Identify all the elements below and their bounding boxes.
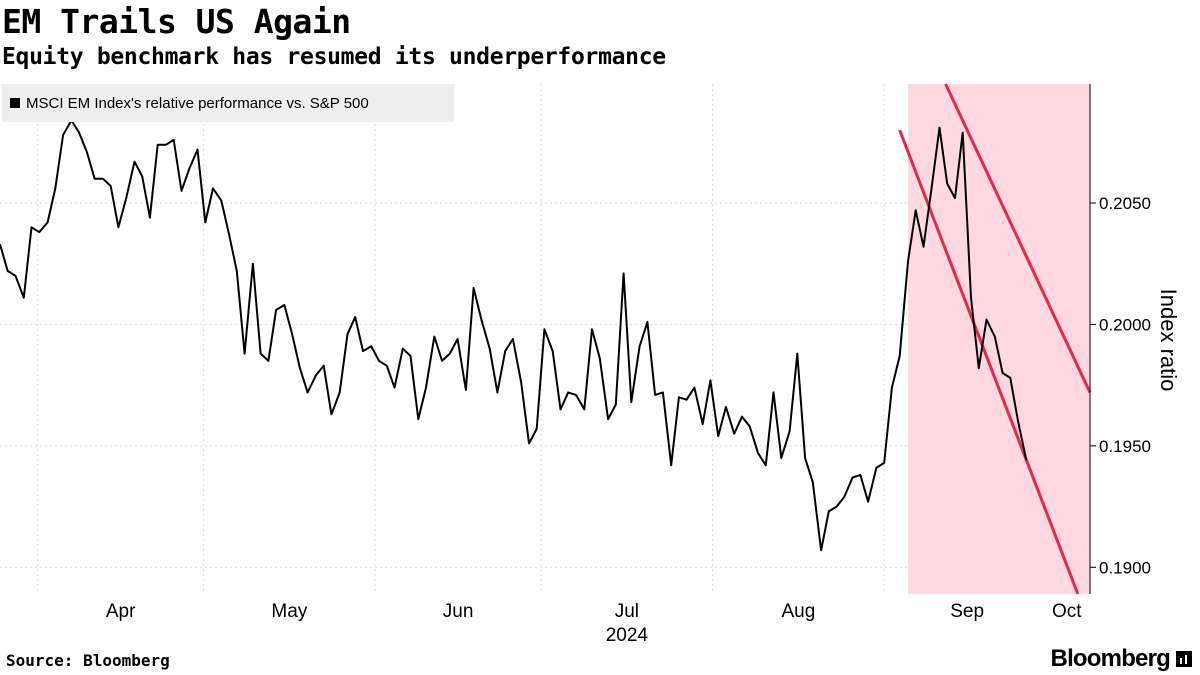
axes: 0.1900 0.1950 0.2000 0.2050 Apr May Jun Jul Aug S… [106, 84, 1151, 646]
x-tick-label: Jun [443, 601, 474, 622]
chart-subtitle: Equity benchmark has resumed its underpe… [2, 44, 666, 70]
x-tick-label: Aug [782, 601, 816, 622]
y-tick-label: 0.2000 [1099, 315, 1151, 334]
x-tick-label: Sep [950, 601, 984, 622]
y-tick-label: 0.1900 [1099, 558, 1151, 577]
brand-logo: Bloomberg [1051, 645, 1192, 673]
legend-swatch [10, 98, 20, 108]
x-axis-label: 2024 [606, 625, 649, 646]
legend: MSCI EM Index's relative performance vs.… [2, 84, 454, 122]
x-tick-label: Oct [1052, 601, 1082, 622]
channel-shading [907, 84, 1090, 594]
gridlines [0, 84, 1090, 594]
brand-name: Bloomberg [1050, 645, 1171, 672]
chart-title: EM Trails US Again [2, 2, 351, 41]
x-tick-label: Apr [106, 601, 136, 622]
y-tick-label: 0.2050 [1099, 194, 1151, 213]
channel-upper-line [944, 83, 1092, 394]
y-tick-label: 0.1950 [1099, 437, 1151, 456]
x-tick-label: May [271, 601, 307, 622]
trend-channel [898, 83, 1092, 595]
y-axis-label: Index ratio [1156, 288, 1181, 392]
source-note: Source: Bloomberg [6, 651, 170, 670]
series-line [0, 119, 1028, 552]
x-tick-label: Jul [615, 601, 639, 622]
legend-label: MSCI EM Index's relative performance vs.… [26, 94, 369, 112]
series-layer [0, 119, 1028, 552]
bar-chart-icon [1176, 651, 1192, 667]
